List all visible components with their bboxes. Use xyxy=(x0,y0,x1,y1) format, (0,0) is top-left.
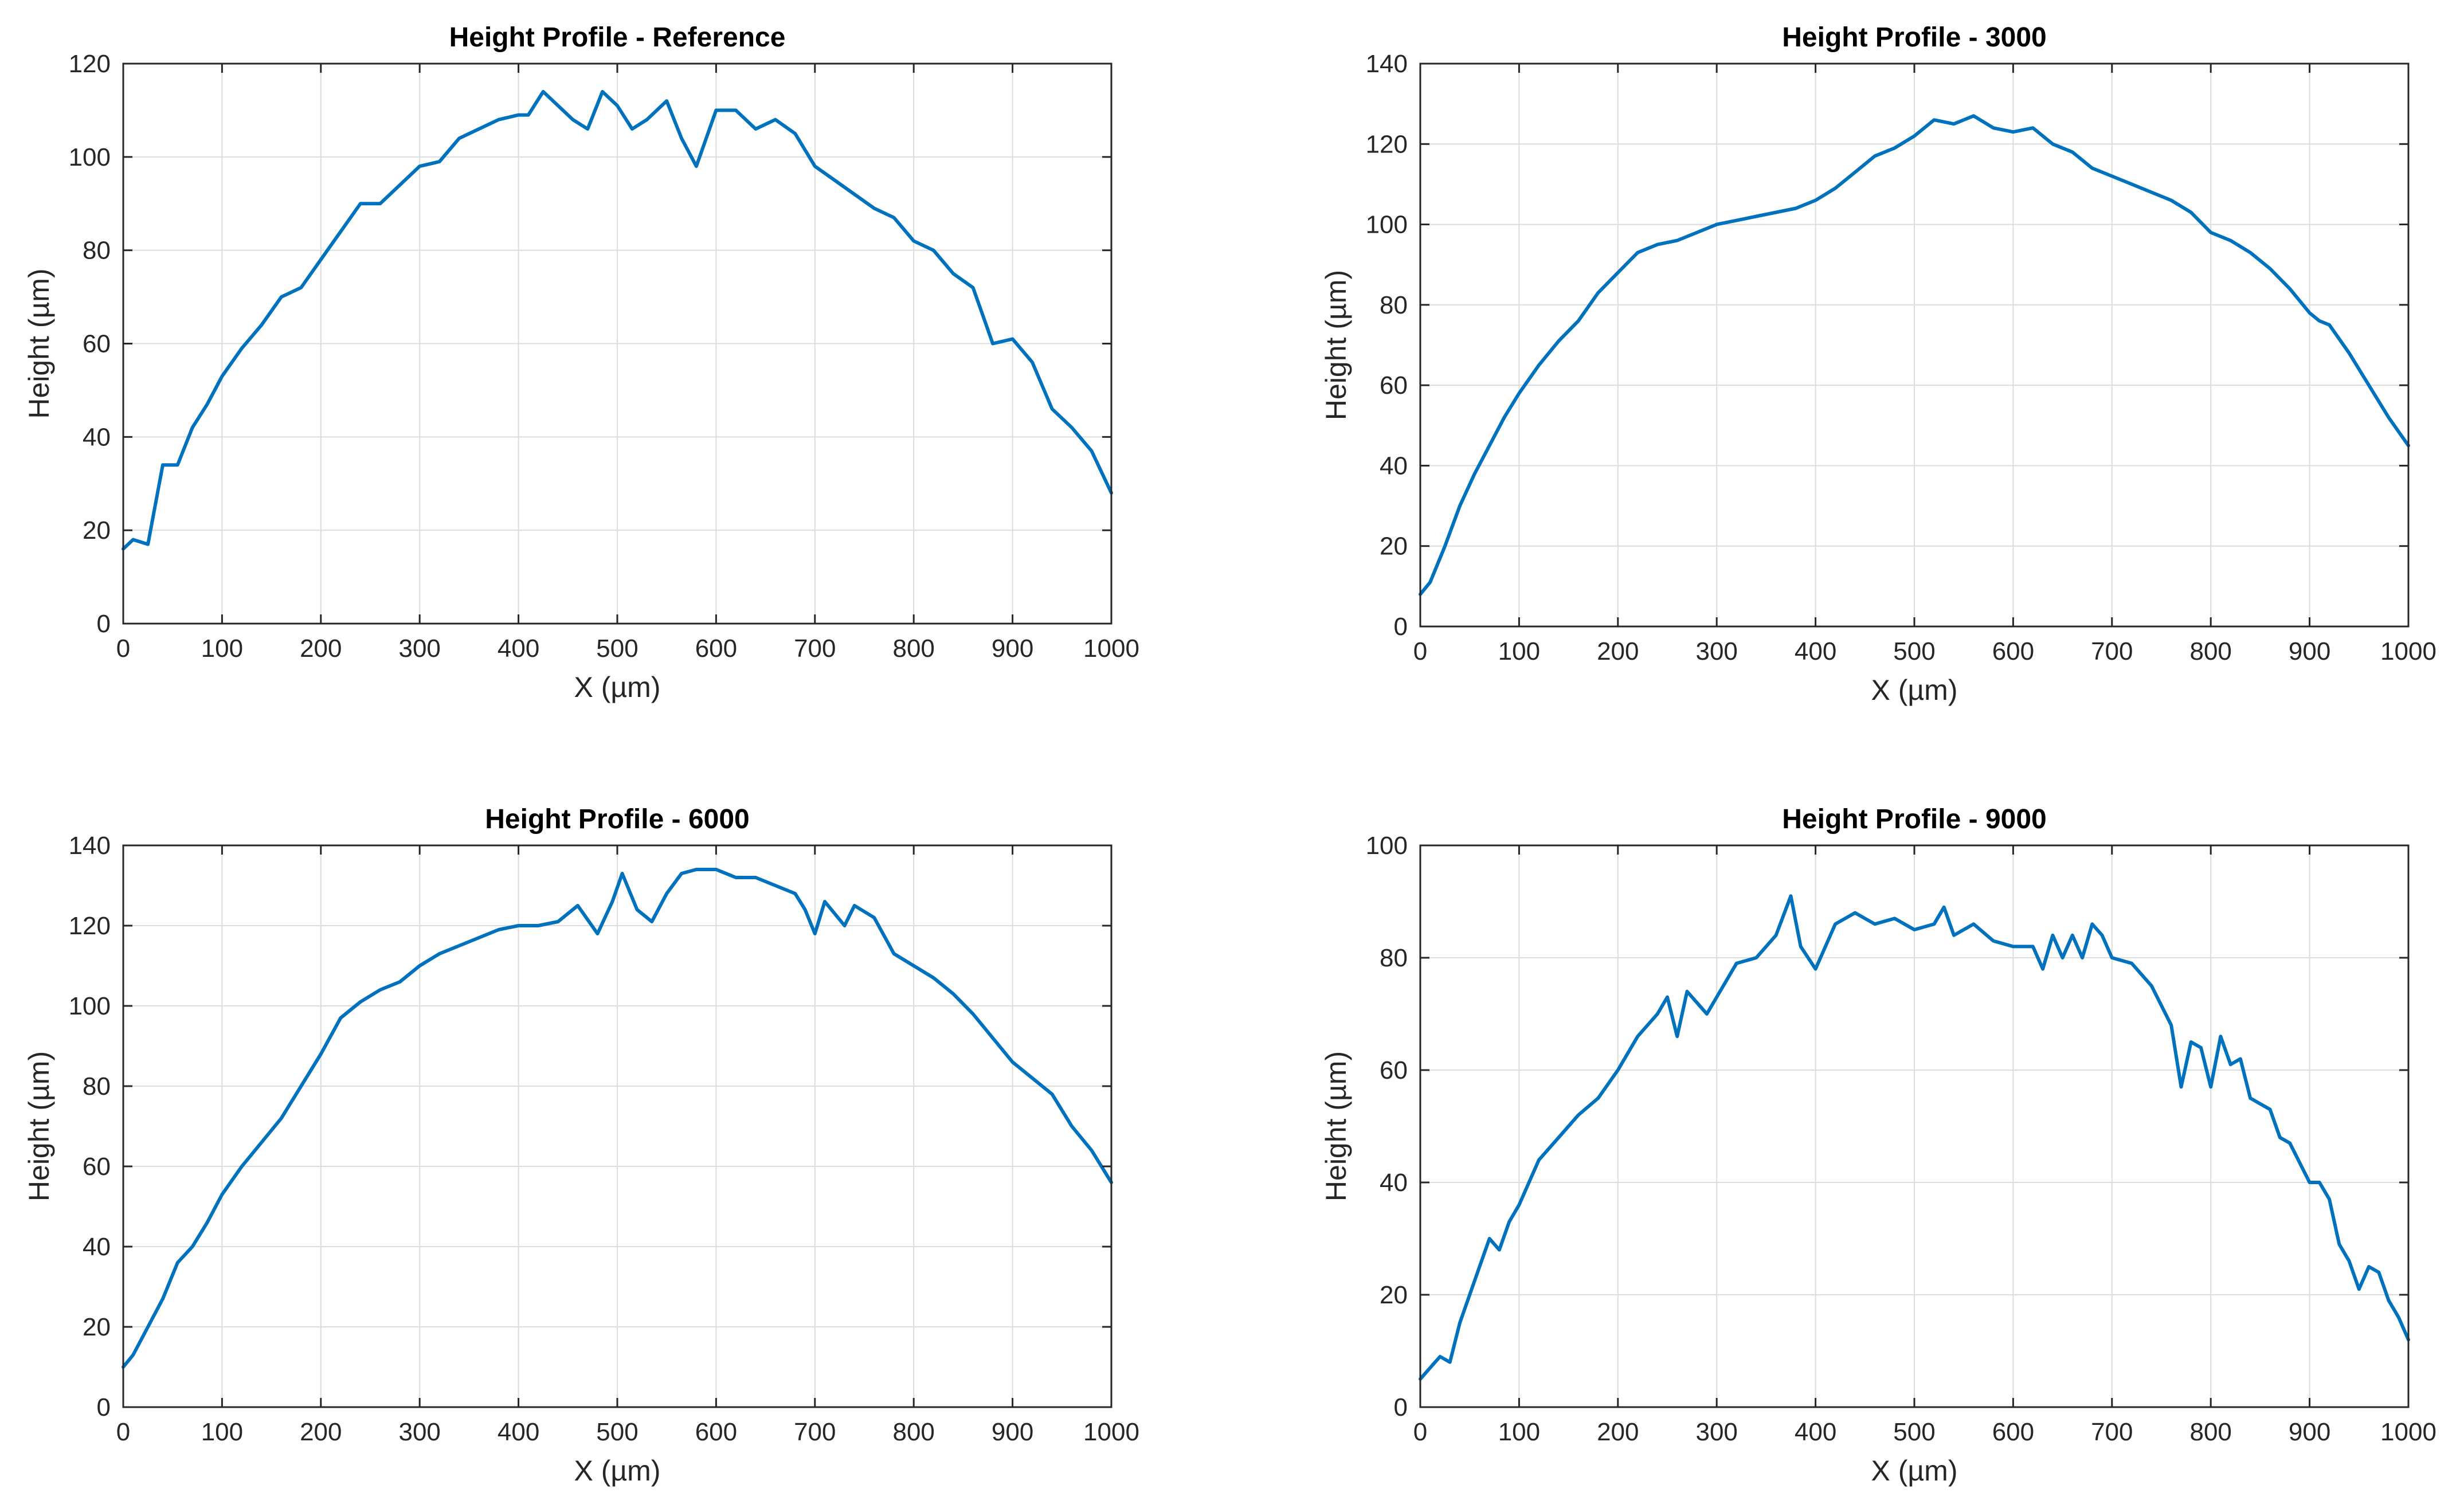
y-tick-label: 80 xyxy=(83,1072,111,1100)
y-tick-label: 60 xyxy=(83,330,111,358)
y-tick-label: 0 xyxy=(1394,1393,1408,1421)
series-line xyxy=(122,89,1113,551)
x-tick-label: 900 xyxy=(992,1418,1033,1446)
x-tick-label: 600 xyxy=(1992,637,2034,665)
x-tick-label: 100 xyxy=(201,634,243,663)
y-tick-label: 40 xyxy=(83,1233,111,1261)
y-tick-label: 0 xyxy=(1394,613,1408,641)
x-tick-label: 0 xyxy=(116,1418,130,1446)
chart-9000: 0 100 200 300 400 500 600 700 800 900 1000 0 20 40 60 8… xyxy=(1320,804,2436,1487)
y-tick-label: 120 xyxy=(69,50,111,78)
chart-title: Height Profile - Reference xyxy=(449,22,786,53)
y-axis-label: Height (µm) xyxy=(1320,1051,1352,1201)
x-tick-label: 1000 xyxy=(2380,1418,2436,1446)
y-tick-label: 80 xyxy=(83,237,111,265)
chart-title: Height Profile - 9000 xyxy=(1782,804,2046,835)
x-tick-label: 400 xyxy=(1795,1418,1836,1446)
chart-6000: 0 100 200 300 400 500 600 700 800 900 1000 0 20 40 60 8… xyxy=(23,804,1139,1487)
y-axis-label: Height (µm) xyxy=(23,1051,55,1201)
y-tick-label: 60 xyxy=(1380,1056,1408,1084)
y-tick-label: 100 xyxy=(1366,211,1408,239)
x-tick-label: 400 xyxy=(497,634,539,663)
x-tick-label: 700 xyxy=(2091,1418,2133,1446)
x-tick-label: 500 xyxy=(596,1418,638,1446)
y-tick-label: 20 xyxy=(83,1313,111,1341)
y-tick-label: 60 xyxy=(1380,371,1408,399)
y-tick-label: 40 xyxy=(1380,1169,1408,1197)
y-tick-label: 80 xyxy=(1380,944,1408,972)
y-tick-label: 120 xyxy=(69,912,111,940)
y-tick-label: 0 xyxy=(97,1393,111,1421)
x-tick-label: 500 xyxy=(596,634,638,663)
chart-title: Height Profile - 6000 xyxy=(485,804,749,835)
x-tick-label: 700 xyxy=(794,634,836,663)
x-tick-label: 300 xyxy=(1695,1418,1737,1446)
y-tick-label: 100 xyxy=(69,143,111,171)
x-tick-label: 600 xyxy=(1992,1418,2034,1446)
x-tick-label: 1000 xyxy=(2380,637,2436,665)
chart-reference: 0 100 200 300 400 500 600 700 800 900 1000 0 20 40 60 8… xyxy=(23,22,1139,703)
x-axis-label: X (µm) xyxy=(574,671,660,703)
x-tick-label: 700 xyxy=(794,1418,836,1446)
x-tick-label: 500 xyxy=(1893,1418,1935,1446)
x-tick-label: 700 xyxy=(2091,637,2133,665)
x-tick-label: 600 xyxy=(695,1418,737,1446)
chart-3000: 0 100 200 300 400 500 600 700 800 900 1000 0 20 40 60 8… xyxy=(1320,22,2436,706)
x-tick-label: 300 xyxy=(1695,637,1737,665)
x-tick-label: 800 xyxy=(2189,637,2231,665)
x-tick-label: 400 xyxy=(497,1418,539,1446)
y-axis-label: Height (µm) xyxy=(23,268,55,418)
x-axis-label: X (µm) xyxy=(574,1455,660,1487)
x-axis-label: X (µm) xyxy=(1871,1455,1957,1487)
x-tick-label: 400 xyxy=(1795,637,1836,665)
x-tick-label: 900 xyxy=(992,634,1033,663)
y-tick-label: 20 xyxy=(1380,1281,1408,1309)
y-tick-label: 40 xyxy=(83,423,111,451)
series-line xyxy=(122,868,1113,1369)
series-line xyxy=(1419,894,2410,1381)
x-tick-label: 200 xyxy=(300,634,342,663)
x-tick-label: 300 xyxy=(398,1418,440,1446)
x-tick-label: 0 xyxy=(1413,637,1427,665)
x-tick-label: 0 xyxy=(116,634,130,663)
x-tick-label: 200 xyxy=(300,1418,342,1446)
y-tick-label: 40 xyxy=(1380,452,1408,480)
x-tick-label: 100 xyxy=(1498,1418,1540,1446)
chart-title: Height Profile - 3000 xyxy=(1782,22,2046,53)
x-tick-label: 100 xyxy=(1498,637,1540,665)
x-tick-label: 300 xyxy=(398,634,440,663)
x-tick-label: 0 xyxy=(1413,1418,1427,1446)
x-tick-label: 900 xyxy=(2289,637,2330,665)
y-axis-label: Height (µm) xyxy=(1320,270,1352,420)
x-tick-label: 800 xyxy=(892,1418,934,1446)
y-tick-label: 140 xyxy=(1366,50,1408,78)
x-axis-label: X (µm) xyxy=(1871,674,1957,706)
x-tick-label: 200 xyxy=(1597,1418,1639,1446)
x-tick-label: 600 xyxy=(695,634,737,663)
x-tick-label: 900 xyxy=(2289,1418,2330,1446)
y-tick-label: 20 xyxy=(1380,532,1408,561)
y-tick-label: 100 xyxy=(1366,832,1408,860)
y-tick-label: 60 xyxy=(83,1153,111,1181)
y-tick-label: 20 xyxy=(83,516,111,545)
x-tick-label: 800 xyxy=(892,634,934,663)
y-tick-label: 140 xyxy=(69,832,111,860)
y-tick-label: 120 xyxy=(1366,130,1408,158)
x-tick-label: 1000 xyxy=(1083,634,1139,663)
x-tick-label: 500 xyxy=(1893,637,1935,665)
x-tick-label: 100 xyxy=(201,1418,243,1446)
x-tick-label: 1000 xyxy=(1083,1418,1139,1446)
x-tick-label: 200 xyxy=(1597,637,1639,665)
series-line xyxy=(1419,114,2410,596)
y-tick-label: 80 xyxy=(1380,291,1408,319)
x-tick-label: 800 xyxy=(2189,1418,2231,1446)
y-tick-label: 0 xyxy=(97,610,111,638)
y-tick-label: 100 xyxy=(69,992,111,1020)
